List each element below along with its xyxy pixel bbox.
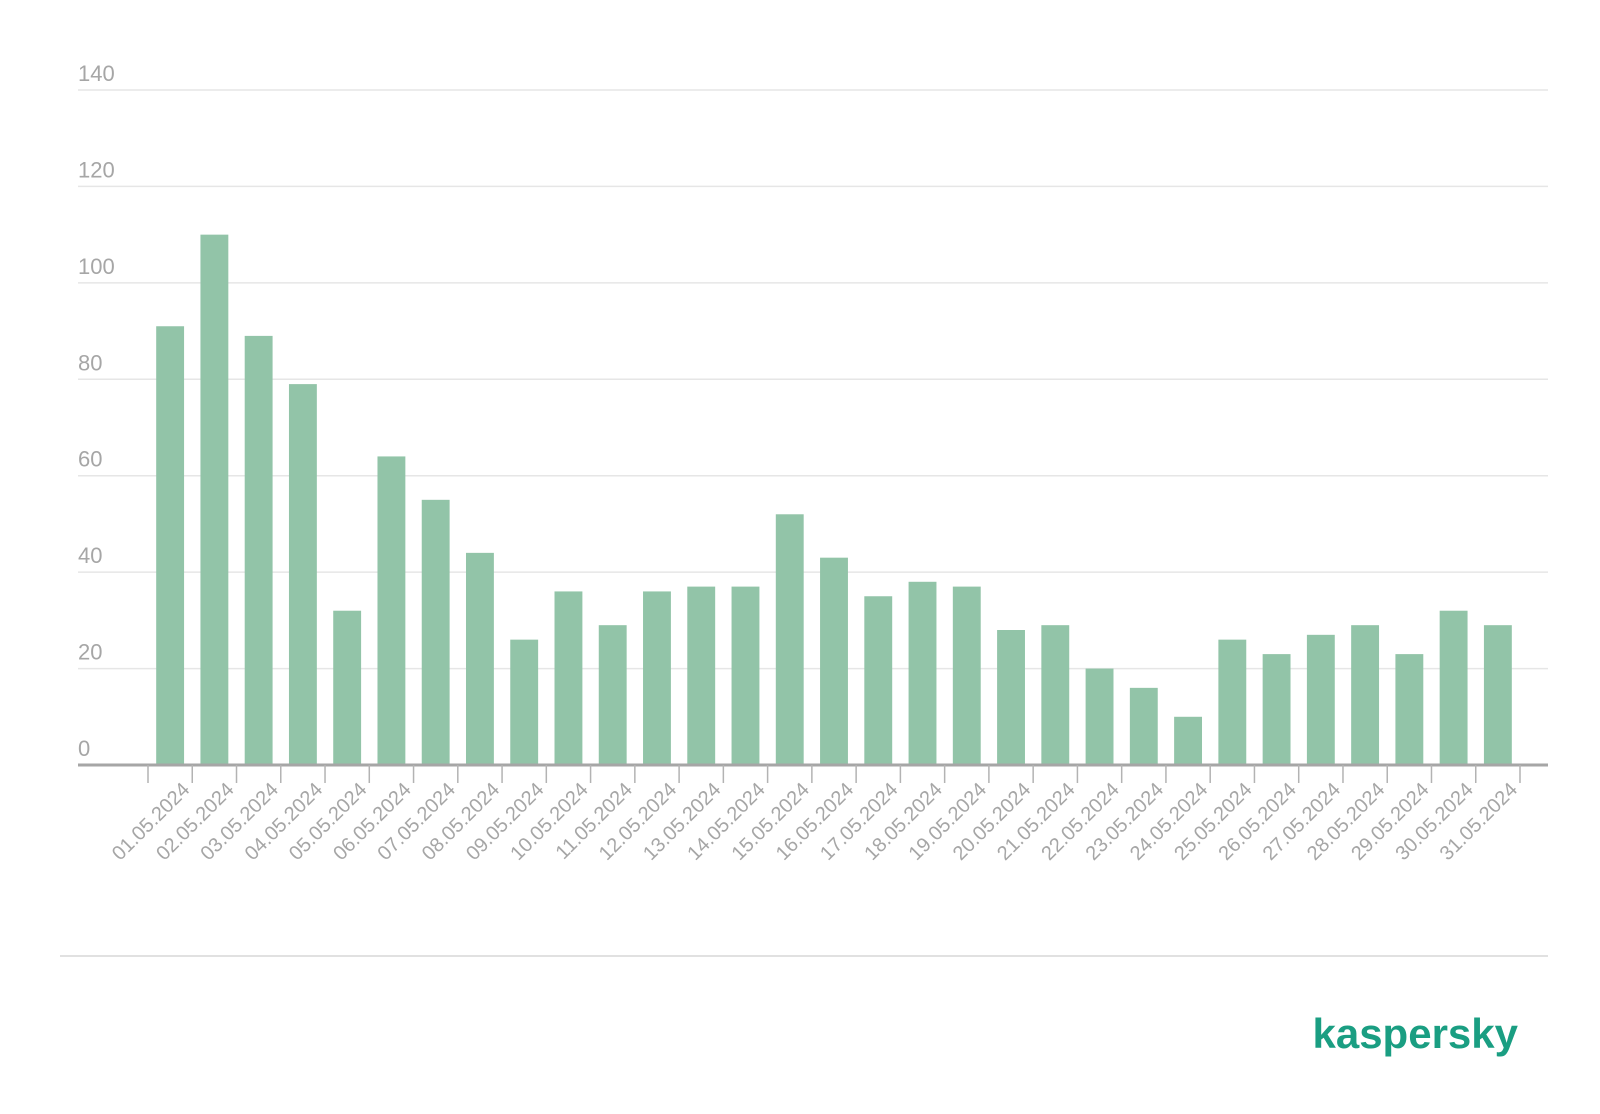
y-tick-label: 140 xyxy=(78,61,115,86)
bar-21.05.2024 xyxy=(1041,625,1070,765)
bar-03.05.2024 xyxy=(244,335,273,765)
bar-12.05.2024 xyxy=(643,591,671,765)
bar-chart: 0 20 40 60 80 100 120 140 01.05.202402.05.20240… xyxy=(78,61,1548,865)
y-axis-tick-labels: 0 20 40 60 80 100 120 140 xyxy=(78,61,115,761)
bar-26.05.2024 xyxy=(1262,654,1291,765)
bar-04.05.2024 xyxy=(288,384,317,765)
y-tick-label: 100 xyxy=(78,254,115,279)
bar-31.05.2024 xyxy=(1483,625,1512,765)
bar-13.05.2024 xyxy=(687,586,716,765)
x-axis-tick-marks xyxy=(147,765,1521,783)
y-tick-label: 80 xyxy=(78,350,102,375)
y-tick-label: 40 xyxy=(78,543,102,568)
y-tick-label: 0 xyxy=(78,736,90,761)
bar-30.05.2024 xyxy=(1439,610,1468,765)
bar-14.05.2024 xyxy=(731,586,760,765)
bar-17.05.2024 xyxy=(864,596,893,765)
bottom-divider xyxy=(60,955,1548,957)
bar-22.05.2024 xyxy=(1085,668,1114,765)
bar-11.05.2024 xyxy=(598,625,627,765)
y-tick-label: 20 xyxy=(78,640,102,665)
bar-18.05.2024 xyxy=(908,581,937,765)
bar-16.05.2024 xyxy=(820,557,848,765)
bar-07.05.2024 xyxy=(421,499,450,765)
y-tick-label: 120 xyxy=(78,157,115,182)
bar-08.05.2024 xyxy=(465,552,494,765)
bar-23.05.2024 xyxy=(1129,687,1158,765)
bar-29.05.2024 xyxy=(1395,654,1424,765)
bar-06.05.2024 xyxy=(377,456,406,765)
y-tick-label: 60 xyxy=(78,447,102,472)
x-axis-tick-labels: 01.05.202402.05.202403.05.202404.05.2024… xyxy=(108,779,1522,865)
bar-24.05.2024 xyxy=(1174,716,1203,765)
bars xyxy=(156,234,1512,766)
bar-02.05.2024 xyxy=(200,234,229,766)
gridlines xyxy=(78,89,1548,670)
kaspersky-logo: kaspersky xyxy=(1312,1010,1518,1057)
bar-20.05.2024 xyxy=(997,630,1025,765)
bar-19.05.2024 xyxy=(952,586,981,765)
bar-10.05.2024 xyxy=(554,591,583,765)
bar-27.05.2024 xyxy=(1306,634,1335,765)
bar-28.05.2024 xyxy=(1351,625,1380,765)
bar-05.05.2024 xyxy=(333,610,362,765)
bar-01.05.2024 xyxy=(156,326,185,765)
bar-25.05.2024 xyxy=(1218,639,1247,765)
bar-09.05.2024 xyxy=(510,639,539,765)
bar-15.05.2024 xyxy=(775,514,804,765)
